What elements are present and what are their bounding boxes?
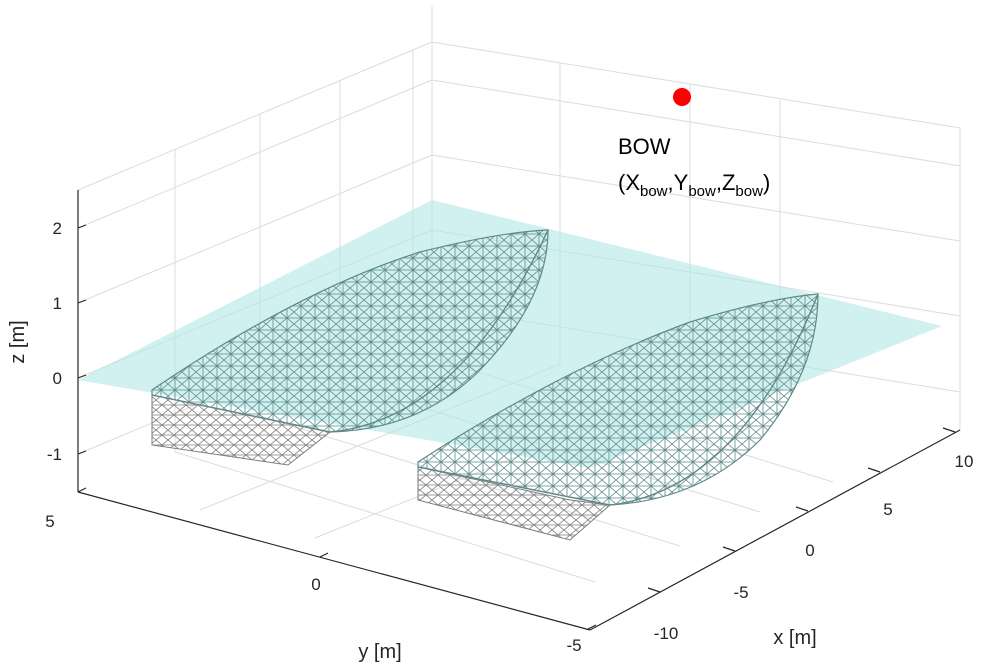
bow-coord-mid-z: ,Z: [716, 170, 736, 195]
bow-coord-open: (X: [618, 170, 640, 195]
bow-coord-mid-y: ,Y: [668, 170, 689, 195]
x-tick-0: 0: [805, 541, 814, 560]
x-tick-10: 10: [955, 452, 974, 471]
bow-coordinates-label: (Xbow,Ybow,Zbow): [618, 170, 770, 200]
y-tick-5: 5: [45, 512, 54, 531]
z-tick-1: 1: [53, 294, 62, 313]
bow-coord-sub-z: bow: [735, 183, 763, 200]
y-tick-0: 0: [311, 575, 320, 594]
z-tick-2: 2: [53, 219, 62, 238]
bow-marker: [673, 88, 691, 106]
y-tick-minus-5: -5: [566, 636, 581, 655]
y-axis-label: y [m]: [358, 641, 401, 663]
x-tick-minus-5: -5: [733, 583, 748, 602]
bow-coord-sub-y: bow: [688, 183, 716, 200]
bow-coord-sub-x: bow: [640, 183, 668, 200]
z-axis-label: z [m]: [7, 320, 29, 363]
bow-coord-close: ): [763, 170, 770, 195]
bow-label: BOW: [618, 134, 671, 159]
axis-lines: [77, 190, 961, 631]
left-hull: [151, 229, 549, 466]
left-hull-keel-line: [151, 229, 549, 433]
z-tick-0: 0: [53, 369, 62, 388]
x-tick-minus-10: -10: [654, 624, 679, 643]
x-tick-5: 5: [883, 500, 892, 519]
x-axis-label: x [m]: [773, 627, 816, 649]
right-hull: [417, 293, 819, 541]
x-axis-line: [589, 429, 961, 631]
right-hull-keel-line: [417, 293, 819, 506]
z-tick-minus-1: -1: [47, 445, 62, 464]
y-axis-line: [77, 491, 591, 631]
